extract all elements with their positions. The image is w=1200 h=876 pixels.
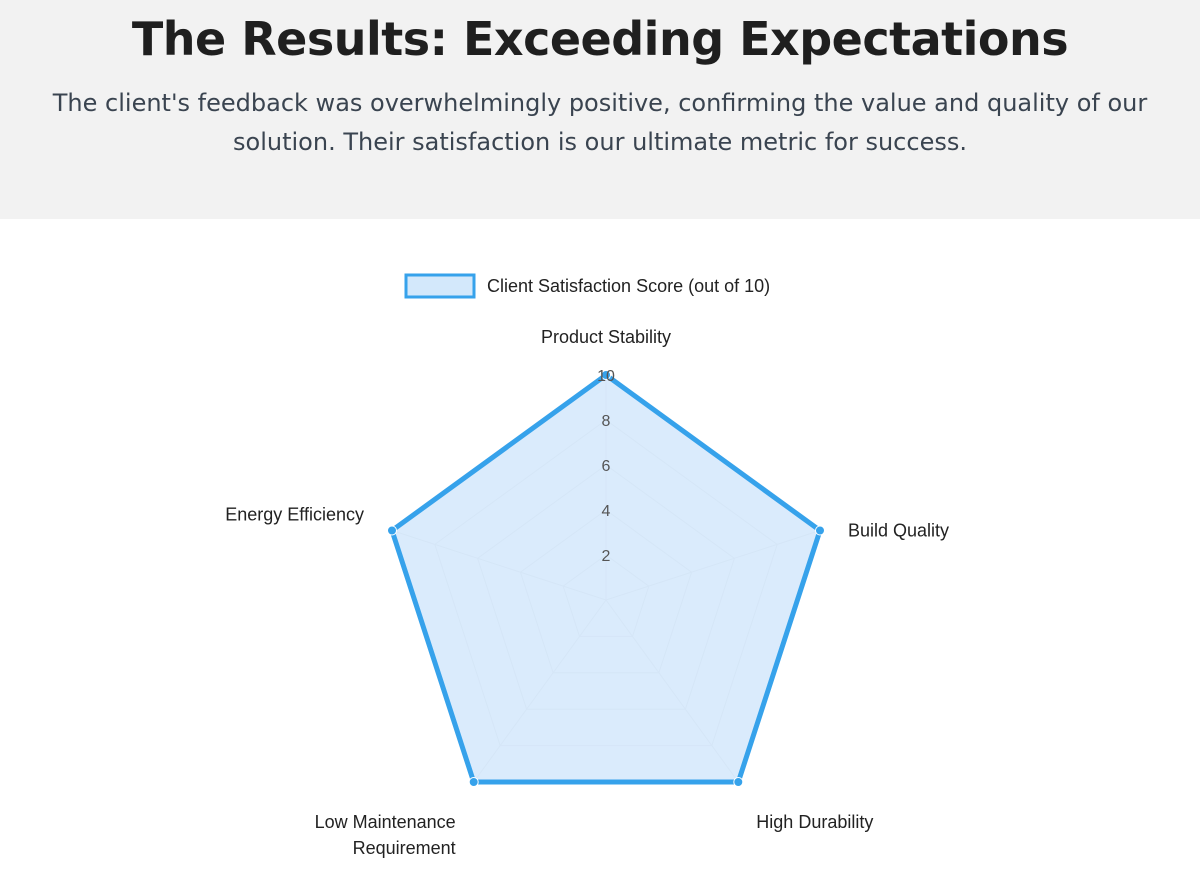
data-point [815, 525, 825, 536]
axis-label: Build Quality [848, 521, 949, 541]
chart-legend[interactable]: Client Satisfaction Score (out of 10) [404, 273, 770, 299]
radar-point-labels: Product Stability Build Quality High Durab… [225, 327, 949, 858]
axis-label: Low Maintenance Requirement [315, 812, 456, 858]
axis-label: Energy Efficiency [225, 505, 364, 525]
tick-label: 10 [597, 368, 615, 385]
radar-tick-labels: 2 4 6 8 10 [597, 368, 615, 565]
radar-chart: Client Satisfaction Score (out of 10) 2 4… [225, 273, 949, 858]
page-title: The Results: Exceeding Expectations [131, 12, 1069, 66]
radar-series [387, 370, 825, 787]
hero-section: The Results: Exceeding Expectations The … [0, 0, 1200, 219]
data-point [733, 777, 744, 787]
tick-label: 8 [602, 413, 611, 430]
tick-label: 4 [602, 503, 611, 520]
legend-label: Client Satisfaction Score (out of 10) [487, 276, 770, 296]
axis-label-line: Build Quality [848, 521, 949, 541]
tick-label: 2 [602, 548, 611, 565]
series-area [389, 372, 823, 785]
tick-label: 6 [602, 458, 611, 475]
radar-chart-container: Client Satisfaction Score (out of 10) 2 4… [0, 219, 1200, 871]
axis-label: High Durability [756, 812, 873, 832]
data-point [468, 777, 479, 787]
axis-label-line: High Durability [756, 812, 873, 832]
axis-label-line: Energy Efficiency [225, 505, 364, 525]
data-point [387, 525, 397, 536]
legend-swatch [404, 273, 476, 299]
page-subtitle: The client's feedback was overwhelmingly… [52, 89, 1148, 156]
axis-label-line: Requirement [353, 838, 456, 858]
axis-label-line: Low Maintenance [315, 812, 456, 832]
axis-label: Product Stability [541, 327, 671, 347]
data-point [601, 370, 611, 380]
axis-label-line: Product Stability [541, 327, 671, 347]
